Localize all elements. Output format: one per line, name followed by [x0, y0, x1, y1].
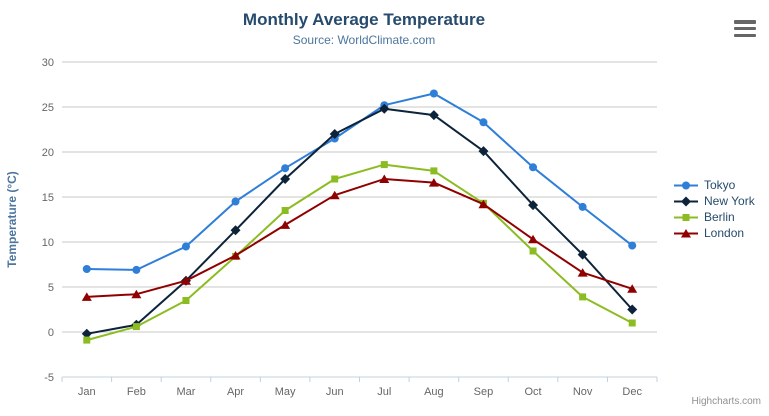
svg-text:Mar: Mar: [176, 386, 195, 398]
chart-title: Monthly Average Temperature: [242, 10, 486, 29]
legend-item-london[interactable]: London: [673, 225, 755, 241]
svg-text:Feb: Feb: [127, 386, 146, 398]
square-marker-icon: [674, 213, 698, 221]
series-tokyo[interactable]: [82, 89, 637, 274]
y-gridlines: [62, 61, 657, 333]
legend-label: London: [704, 226, 745, 240]
legend-item-tokyo[interactable]: Tokyo: [673, 177, 755, 193]
svg-text:0: 0: [48, 327, 54, 339]
svg-text:15: 15: [42, 192, 54, 204]
x-axis-labels: Jan Feb Mar Apr May Jun Jul Aug Sep Oct Nov Dec: [78, 386, 643, 398]
triangle-marker-icon: [674, 228, 698, 237]
svg-text:Sep: Sep: [474, 386, 494, 398]
credits-link[interactable]: Highcharts.com: [691, 396, 761, 407]
legend-item-berlin[interactable]: Berlin: [673, 209, 755, 225]
svg-text:10: 10: [42, 237, 54, 249]
svg-text:5: 5: [48, 282, 54, 294]
svg-text:Jul: Jul: [377, 386, 391, 398]
y-axis-title: Temperature (°C): [5, 171, 19, 268]
y-axis-labels: -5 0 5 10 15 20 25 30: [42, 57, 54, 384]
svg-text:25: 25: [42, 102, 54, 114]
export-menu-button[interactable]: [733, 20, 757, 37]
chart-subtitle: Source: WorldClimate.com: [292, 33, 436, 47]
svg-text:Oct: Oct: [524, 386, 541, 398]
diamond-marker-icon: [674, 196, 698, 206]
svg-text:May: May: [275, 386, 296, 398]
svg-text:Apr: Apr: [227, 386, 244, 398]
hamburger-icon: [734, 20, 756, 24]
series-london[interactable]: [81, 174, 638, 301]
circle-marker-icon: [674, 181, 698, 189]
svg-text:Jun: Jun: [326, 386, 344, 398]
svg-text:Nov: Nov: [573, 386, 593, 398]
svg-text:-5: -5: [44, 372, 54, 384]
x-axis: [61, 376, 658, 382]
svg-text:Aug: Aug: [424, 386, 444, 398]
hamburger-icon: [734, 33, 756, 37]
legend-label: Tokyo: [704, 178, 736, 192]
series-new-york[interactable]: [81, 103, 638, 339]
legend: Tokyo New York Berlin London: [673, 177, 755, 241]
legend-label: Berlin: [704, 210, 735, 224]
svg-text:Jan: Jan: [78, 386, 96, 398]
svg-text:Dec: Dec: [622, 386, 642, 398]
hamburger-icon: [734, 26, 756, 31]
svg-text:20: 20: [42, 147, 54, 159]
legend-item-new-york[interactable]: New York: [673, 193, 755, 209]
svg-text:30: 30: [42, 57, 54, 69]
legend-label: New York: [704, 194, 755, 208]
